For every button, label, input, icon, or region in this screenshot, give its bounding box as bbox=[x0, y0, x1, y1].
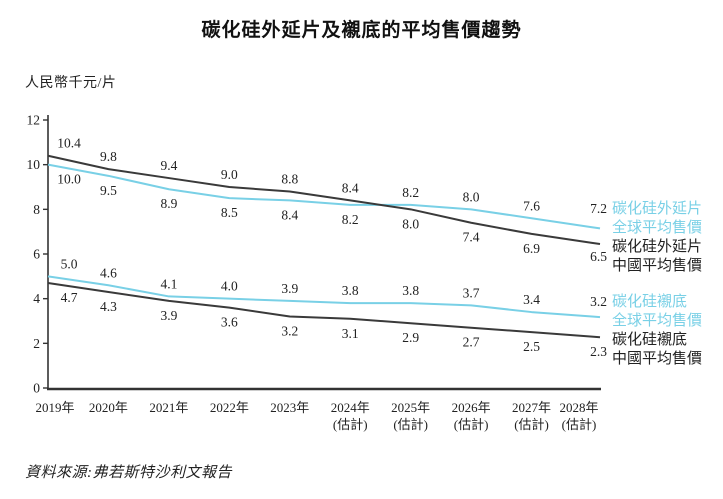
data-label-lower: 10.0 bbox=[57, 172, 81, 187]
data-label-upper: 4.1 bbox=[160, 276, 177, 291]
chart-title: 碳化硅外延片及襯底的平均售價趨勢 bbox=[201, 20, 522, 41]
x-axis-sublabel: (估計) bbox=[514, 417, 549, 432]
data-label-upper: 5.0 bbox=[61, 256, 78, 271]
data-label-upper: 9.4 bbox=[160, 158, 177, 173]
legend-label-substrate-china: 碳化硅襯底 中國平均售價 bbox=[612, 331, 702, 368]
y-tick-label: 4 bbox=[33, 291, 40, 306]
x-axis-sublabel: (估計) bbox=[454, 417, 489, 432]
data-label-upper: 3.4 bbox=[523, 292, 540, 307]
series-line-2 bbox=[47, 275, 601, 319]
x-axis-label: 2024年 bbox=[331, 400, 370, 415]
data-label-lower: 4.3 bbox=[100, 299, 117, 314]
data-label-upper: 8.2 bbox=[402, 185, 419, 200]
data-label-lower: 7.4 bbox=[463, 230, 480, 245]
legend-value-epitaxy-china: 6.5 bbox=[590, 249, 607, 264]
x-axis-label: 2021年 bbox=[149, 400, 188, 415]
data-label-lower: 8.5 bbox=[221, 205, 238, 220]
source-note: 資料來源:弗若斯特沙利文報告 bbox=[25, 465, 232, 481]
legend-value-substrate-global: 3.2 bbox=[590, 294, 607, 309]
data-label-lower: 3.6 bbox=[221, 315, 238, 330]
data-label-lower: 8.0 bbox=[402, 216, 419, 231]
data-label-upper: 9.8 bbox=[100, 149, 117, 164]
series-line-1 bbox=[47, 154, 601, 246]
data-label-lower: 3.1 bbox=[342, 326, 359, 341]
x-axis-sublabel: (估計) bbox=[333, 417, 368, 432]
legend-label-epitaxy-global: 碳化硅外延片 全球平均售價 bbox=[612, 200, 702, 237]
y-tick-label: 8 bbox=[33, 202, 40, 217]
legend-value-epitaxy-global: 7.2 bbox=[590, 201, 607, 216]
y-tick-label: 12 bbox=[27, 113, 41, 128]
x-axis-label: 2028年 bbox=[559, 400, 598, 415]
data-label-lower: 3.9 bbox=[160, 308, 177, 323]
legend-label-line: 碳化硅外延片 bbox=[612, 239, 703, 255]
data-label-upper: 3.8 bbox=[402, 283, 419, 298]
data-label-upper: 4.0 bbox=[221, 279, 238, 294]
data-label-lower: 3.2 bbox=[281, 324, 298, 339]
legend-value-substrate-china: 2.3 bbox=[590, 344, 607, 359]
data-label-upper: 8.4 bbox=[342, 180, 359, 195]
data-label-lower: 2.7 bbox=[463, 335, 480, 350]
data-label-upper: 7.6 bbox=[523, 198, 540, 213]
data-label-lower: 4.7 bbox=[61, 290, 78, 305]
legend-label-line: 碳化硅外延片 bbox=[612, 201, 703, 217]
line-chart-canvas: 0 2 4 6 8 10 12 10.4 10.0 9.8 9.5 9.4 8.9 9.0 8.5 8.8 8.… bbox=[27, 113, 601, 432]
data-label-upper: 10.4 bbox=[57, 136, 81, 151]
x-axis-label: 2023年 bbox=[270, 400, 309, 415]
data-label-lower: 2.5 bbox=[523, 339, 540, 354]
data-label-lower: 6.9 bbox=[523, 241, 540, 256]
legend-label-line: 碳化硅襯底 bbox=[612, 332, 688, 348]
data-label-upper: 3.9 bbox=[281, 281, 298, 296]
legend-label-line: 中國平均售價 bbox=[612, 257, 703, 274]
series-line-0 bbox=[47, 163, 601, 230]
legend-label-line: 中國平均售價 bbox=[612, 350, 703, 367]
x-axis-label: 2019年 bbox=[35, 400, 74, 415]
y-tick-label: 6 bbox=[33, 247, 40, 262]
x-axis-sublabel: (估計) bbox=[562, 417, 597, 432]
series-line-3 bbox=[47, 282, 601, 339]
y-tick-label: 2 bbox=[33, 336, 40, 351]
x-axis-label: 2025年 bbox=[391, 400, 430, 415]
legend-label-line: 全球平均售價 bbox=[612, 312, 703, 329]
x-axis-label: 2027年 bbox=[512, 400, 551, 415]
y-axis-unit-label: 人民幣千元/片 bbox=[25, 76, 117, 91]
data-label-lower: 8.9 bbox=[160, 196, 177, 211]
data-label-lower: 2.9 bbox=[402, 330, 419, 345]
y-tick-label: 0 bbox=[33, 381, 40, 396]
data-label-upper: 8.8 bbox=[281, 171, 298, 186]
data-label-lower: 8.2 bbox=[342, 212, 359, 227]
data-label-upper: 3.7 bbox=[463, 285, 480, 300]
data-label-upper: 9.0 bbox=[221, 167, 238, 182]
data-label-upper: 8.0 bbox=[463, 189, 480, 204]
legend-label-epitaxy-china: 碳化硅外延片 中國平均售價 bbox=[612, 238, 702, 275]
legend-label-substrate-global: 碳化硅襯底 全球平均售價 bbox=[612, 293, 702, 330]
data-label-upper: 4.6 bbox=[100, 265, 117, 280]
data-label-lower: 8.4 bbox=[281, 207, 298, 222]
y-tick-label: 10 bbox=[27, 157, 41, 172]
legend-label-line: 碳化硅襯底 bbox=[612, 294, 688, 310]
x-axis-label: 2022年 bbox=[210, 400, 249, 415]
x-axis-label: 2026年 bbox=[452, 400, 491, 415]
x-axis-label: 2020年 bbox=[89, 400, 128, 415]
x-axis-sublabel: (估計) bbox=[393, 417, 428, 432]
legend-label-line: 全球平均售價 bbox=[612, 219, 703, 236]
data-label-upper: 3.8 bbox=[342, 283, 359, 298]
data-label-lower: 9.5 bbox=[100, 183, 117, 198]
